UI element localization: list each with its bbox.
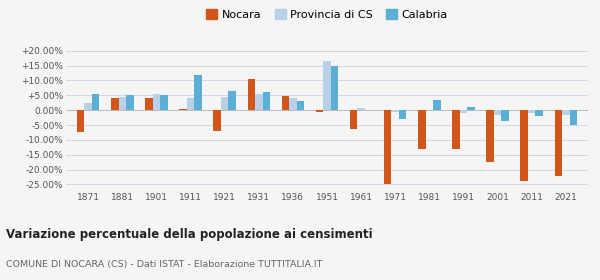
Bar (179, 109, 187, 110)
Bar (433, 100, 440, 110)
Text: COMUNE DI NOCARA (CS) - Dati ISTAT - Elaborazione TUTTITALIA.IT: COMUNE DI NOCARA (CS) - Dati ISTAT - Ela… (6, 260, 322, 269)
Bar (494, 110, 502, 115)
Bar (111, 98, 119, 110)
Bar (520, 110, 528, 181)
Bar (350, 110, 358, 129)
Bar (399, 110, 406, 119)
Bar (487, 110, 494, 162)
Legend: Nocara, Provincia di CS, Calabria: Nocara, Provincia di CS, Calabria (204, 7, 450, 22)
Bar (467, 107, 475, 110)
Bar (391, 110, 399, 112)
Bar (187, 98, 194, 110)
Bar (263, 92, 270, 110)
Bar (152, 94, 160, 110)
Bar (92, 94, 100, 110)
Bar (221, 97, 229, 110)
Bar (160, 95, 167, 110)
Bar (229, 91, 236, 110)
Bar (418, 110, 425, 149)
Bar (194, 74, 202, 110)
Bar (119, 97, 126, 110)
Bar (289, 98, 296, 110)
Bar (296, 101, 304, 110)
Text: Variazione percentuale della popolazione ai censimenti: Variazione percentuale della popolazione… (6, 228, 373, 241)
Bar (85, 103, 92, 110)
Bar (323, 61, 331, 110)
Bar (384, 110, 391, 185)
Bar (502, 110, 509, 121)
Bar (316, 110, 323, 112)
Bar (358, 108, 365, 110)
Bar (214, 110, 221, 131)
Bar (145, 98, 152, 110)
Bar (126, 95, 134, 110)
Bar (569, 110, 577, 125)
Bar (281, 96, 289, 110)
Bar (562, 110, 569, 115)
Bar (255, 94, 263, 110)
Bar (554, 110, 562, 176)
Bar (535, 110, 543, 116)
Bar (331, 66, 338, 110)
Bar (460, 110, 467, 113)
Bar (77, 110, 85, 132)
Bar (528, 110, 535, 113)
Bar (248, 79, 255, 110)
Bar (452, 110, 460, 149)
